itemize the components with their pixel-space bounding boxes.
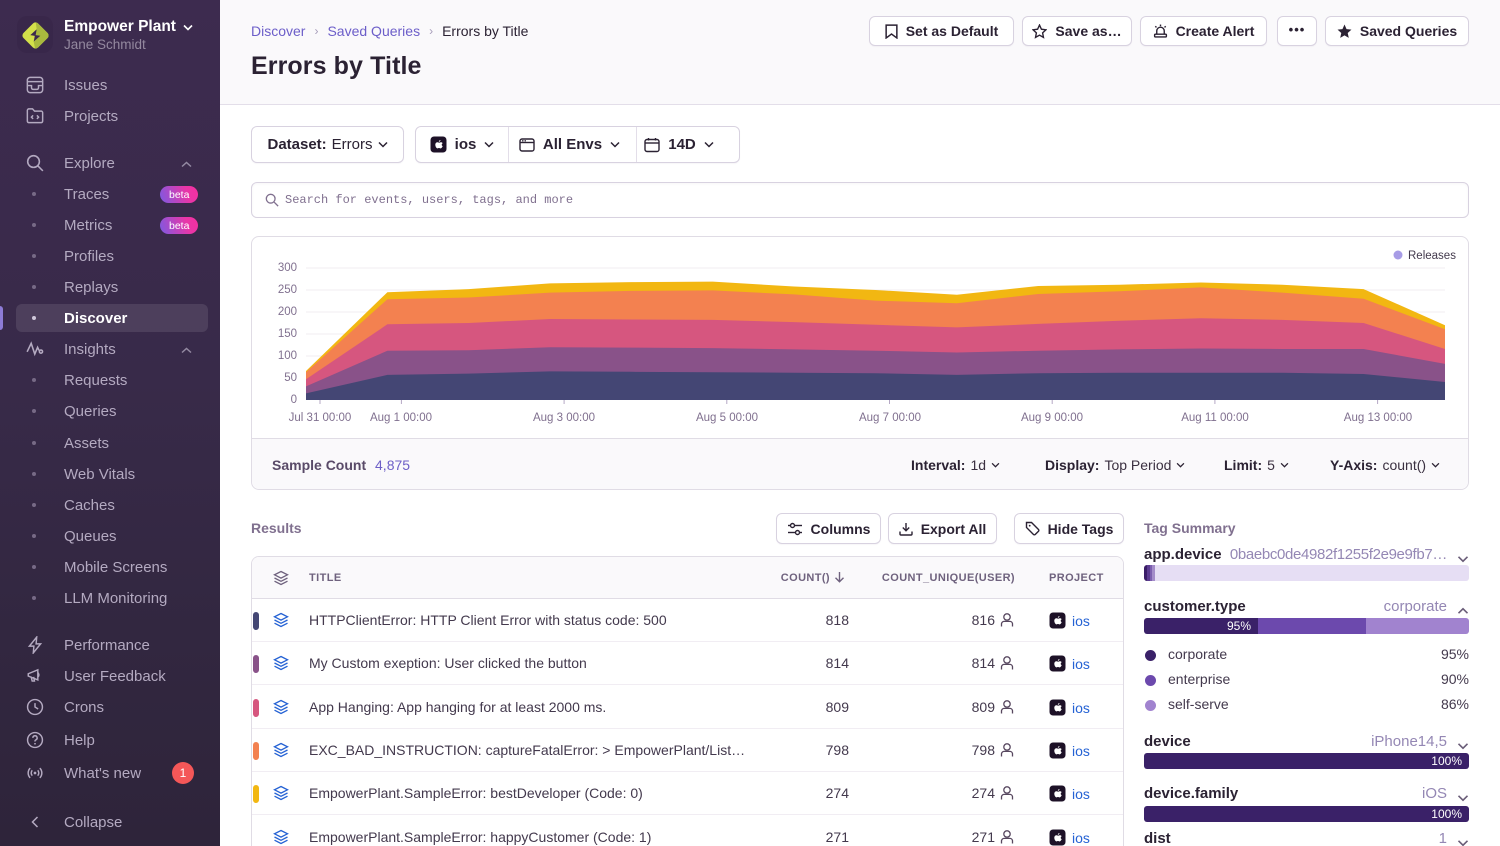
svg-text:0: 0 [291,394,297,406]
svg-text:50: 50 [284,372,297,384]
svg-text:100: 100 [278,350,297,362]
svg-text:Aug 11 00:00: Aug 11 00:00 [1181,412,1249,424]
svg-text:Aug 13 00:00: Aug 13 00:00 [1344,412,1412,424]
svg-text:Aug 5 00:00: Aug 5 00:00 [696,412,758,424]
svg-text:250: 250 [278,284,297,296]
svg-text:Releases: Releases [1408,250,1456,262]
svg-text:Aug 3 00:00: Aug 3 00:00 [533,412,595,424]
svg-text:150: 150 [278,328,297,340]
svg-text:Aug 7 00:00: Aug 7 00:00 [859,412,921,424]
svg-text:Jul 31 00:00: Jul 31 00:00 [289,412,352,424]
svg-text:300: 300 [278,262,297,274]
svg-text:200: 200 [278,306,297,318]
svg-text:Aug 9 00:00: Aug 9 00:00 [1021,412,1083,424]
svg-text:Aug 1 00:00: Aug 1 00:00 [370,412,432,424]
